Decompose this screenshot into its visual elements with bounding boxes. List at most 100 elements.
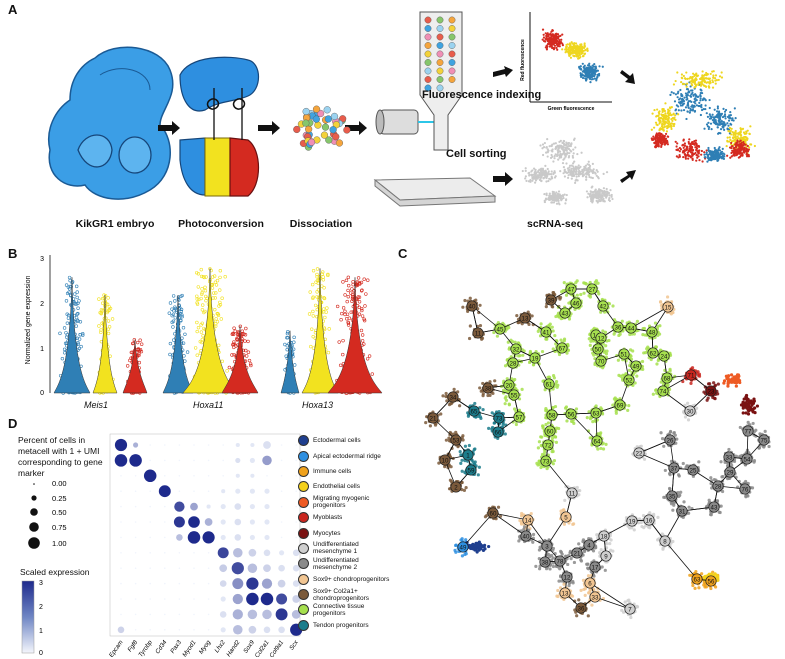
sorter-cell <box>448 50 456 58</box>
scatter-point <box>560 38 563 41</box>
cell-dot <box>330 112 339 121</box>
metacell-cell <box>592 353 596 357</box>
metacell-cell <box>540 349 545 354</box>
sorter-cell <box>424 67 432 75</box>
scatter-point <box>559 41 563 44</box>
scatter-point <box>557 45 560 48</box>
metacell-cell <box>478 303 482 307</box>
metacell-cell <box>560 290 564 294</box>
metacell-cell <box>567 317 572 321</box>
sorter-cell <box>436 50 444 58</box>
metacell-cell <box>641 332 645 337</box>
sorter-cell <box>436 84 444 92</box>
scatter-point <box>558 39 561 42</box>
cell-dot <box>329 126 337 134</box>
metacell-cell <box>468 324 472 328</box>
metacell-cell <box>539 322 543 326</box>
metacell-cell <box>559 338 563 342</box>
metacell-cell <box>582 291 586 295</box>
metacell-cell <box>620 319 624 323</box>
cell-dot <box>293 125 301 134</box>
metacell-cell <box>515 314 519 318</box>
sorter-cell <box>424 16 432 24</box>
sorter-cell <box>448 25 456 32</box>
sorter-cell <box>436 59 444 66</box>
metacell-cell <box>492 330 496 335</box>
scatter-point <box>553 37 556 40</box>
scatter-point <box>551 39 554 42</box>
sorter-cell <box>424 33 432 41</box>
scatter-point <box>541 28 545 31</box>
metacell-cell <box>597 292 601 296</box>
metacell-cell <box>642 351 646 355</box>
cell-dot <box>312 105 321 113</box>
metacell-cell <box>521 353 525 357</box>
embryo-illustration <box>48 46 174 200</box>
sorter-cell <box>424 59 432 66</box>
scatter-point <box>561 44 564 47</box>
cell-dot <box>323 106 331 114</box>
panel-label-a: A <box>8 2 18 17</box>
metacell-cell <box>550 325 554 329</box>
sorter-cell <box>448 67 456 75</box>
scatter-point <box>542 33 545 36</box>
sorter-cell <box>436 25 444 32</box>
scatter-point <box>548 45 552 48</box>
sorter-cell <box>424 25 432 32</box>
scatter-point <box>548 40 551 43</box>
scatter-point <box>556 48 559 51</box>
sorter-cell <box>424 42 432 49</box>
sorter-cell <box>448 76 456 83</box>
metacell-cell <box>635 319 639 323</box>
cell-sorter-illustration <box>373 11 497 207</box>
scatter-point <box>544 32 547 35</box>
metacell-cell <box>530 314 534 318</box>
scatter-point <box>543 39 546 43</box>
metacell-cell <box>564 293 569 297</box>
metacell-cell <box>596 281 600 285</box>
metacell-cell <box>468 296 472 300</box>
sorter-cell <box>436 16 444 24</box>
metacell-cell <box>556 314 561 318</box>
metacell-cell <box>640 359 645 364</box>
metacell-cell <box>588 343 592 347</box>
scatter-point <box>549 32 552 35</box>
scatter-point <box>553 34 556 37</box>
scatter-point <box>557 35 560 38</box>
scatter-point <box>553 44 557 47</box>
scatter-point <box>552 48 556 51</box>
metacell-cell <box>659 300 663 304</box>
scatter-point <box>549 42 552 45</box>
sorter-cell <box>424 84 432 92</box>
cell-dot <box>302 119 310 127</box>
metacell-cell <box>467 336 472 341</box>
metacell-cell <box>503 364 508 368</box>
metacell-cell <box>616 358 620 362</box>
sorter-cell <box>424 76 432 83</box>
cell-dot <box>325 136 333 144</box>
scatter-point <box>558 45 561 48</box>
sorter-cell <box>448 42 456 49</box>
cell-dot <box>307 138 316 146</box>
scatter-point <box>545 37 548 40</box>
scatter-point <box>545 44 548 47</box>
metacell-cell <box>574 280 578 285</box>
metacell-cell <box>665 295 670 299</box>
metacell-cell <box>562 281 566 285</box>
metacell-cell <box>463 298 467 303</box>
metacell-cell <box>567 301 571 305</box>
scatter-point <box>542 36 546 39</box>
metacell-cell <box>617 333 621 338</box>
scatter-point <box>561 33 564 36</box>
scatter-point <box>546 32 549 35</box>
flow-arrow-1 <box>158 121 180 135</box>
metacell-cell <box>587 294 591 298</box>
sorter-cell <box>424 50 432 58</box>
sorter-cell <box>436 42 444 49</box>
cell-dot <box>343 126 351 134</box>
cell-dot <box>320 131 329 139</box>
scatter-point <box>545 34 548 37</box>
metacell-cell <box>536 329 540 333</box>
scatter-point <box>555 46 558 49</box>
cell-dot <box>324 115 332 123</box>
